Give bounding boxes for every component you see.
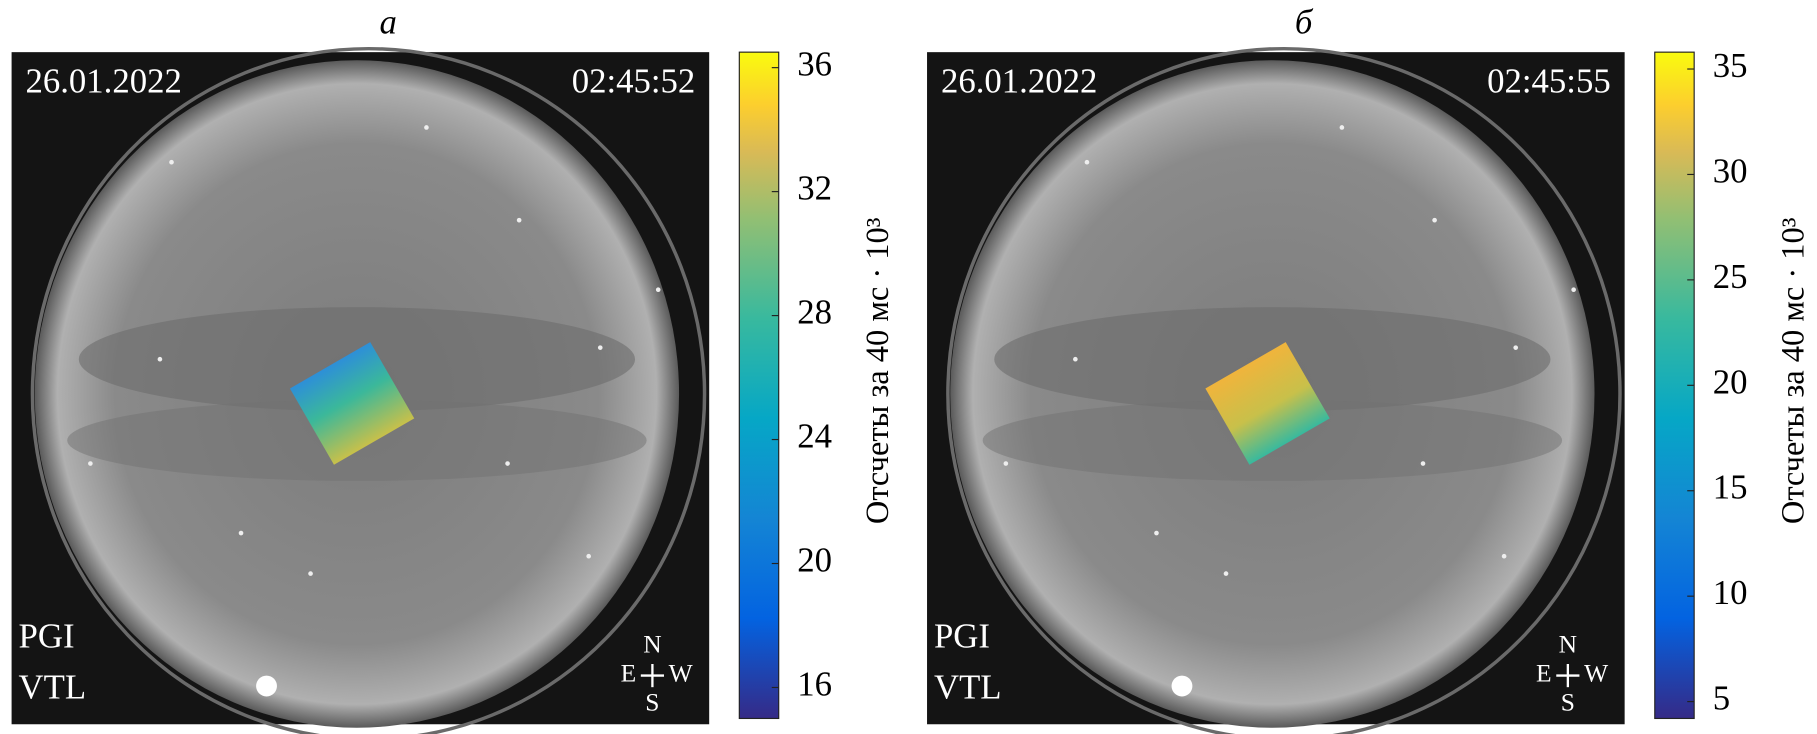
colorbar-tick-label: 30 — [1713, 151, 1748, 190]
colorbar-tick-label: 36 — [797, 45, 832, 84]
star — [1501, 553, 1507, 559]
star — [586, 553, 591, 559]
panel-label: б — [1295, 2, 1314, 41]
compass-s: S — [1561, 687, 1575, 716]
time: 02:45:55 — [1487, 62, 1611, 101]
star — [1073, 356, 1078, 362]
colorbar-tick-label: 20 — [1713, 362, 1748, 401]
star — [505, 461, 510, 466]
star — [1003, 461, 1009, 466]
colorbar-tick-label: 5 — [1713, 679, 1730, 718]
colorbar-tick-label: 20 — [797, 540, 832, 579]
compass-w: W — [669, 658, 693, 687]
star — [1513, 345, 1519, 350]
star — [1420, 461, 1426, 466]
star — [238, 530, 244, 536]
colorbar-label: Отсчеты за 40 мс · 10³ — [860, 217, 896, 524]
star — [1154, 530, 1159, 536]
colorbar-tick-label: 15 — [1713, 468, 1748, 507]
star — [157, 356, 163, 362]
compass-e: E — [1536, 658, 1552, 687]
colorbar-tick-label: 28 — [797, 293, 832, 332]
moon — [256, 675, 277, 697]
colorbar-label: Отсчеты за 40 мс · 10³ — [1776, 217, 1812, 524]
star — [1223, 571, 1229, 576]
horizon-ring — [30, 47, 707, 734]
station: PGI — [934, 617, 990, 656]
station: VTL — [19, 668, 87, 707]
colorbar-tick-label: 16 — [797, 664, 832, 703]
station: PGI — [19, 617, 75, 656]
star — [88, 461, 93, 466]
date: 26.01.2022 — [941, 62, 1097, 101]
colorbar-tick-label: 32 — [797, 169, 832, 208]
colorbar-tick-label: 10 — [1713, 573, 1748, 612]
colorbar-tick-label: 25 — [1713, 257, 1748, 296]
colorbar-tick-label: 24 — [797, 417, 832, 456]
compass-w: W — [1584, 658, 1608, 687]
colorbar — [738, 51, 780, 720]
star — [655, 287, 661, 293]
measurement-square — [289, 342, 415, 465]
compass-e: E — [621, 658, 637, 687]
compass-n: N — [643, 629, 661, 658]
star — [597, 345, 603, 350]
star — [516, 217, 522, 223]
star — [1339, 125, 1345, 130]
star — [424, 125, 429, 130]
star — [169, 159, 174, 165]
time: 02:45:52 — [572, 62, 696, 101]
star — [1571, 287, 1576, 293]
date: 26.01.2022 — [25, 62, 181, 101]
star — [1432, 217, 1437, 223]
compass-s: S — [645, 687, 659, 716]
measurement-square — [1205, 342, 1330, 465]
star — [308, 571, 313, 576]
star — [1084, 159, 1090, 165]
station: VTL — [934, 668, 1002, 707]
horizon-ring — [946, 47, 1622, 734]
compass-n: N — [1559, 629, 1577, 658]
panel-label: а — [380, 2, 397, 41]
moon — [1171, 675, 1193, 697]
colorbar-tick-label: 35 — [1713, 46, 1748, 85]
